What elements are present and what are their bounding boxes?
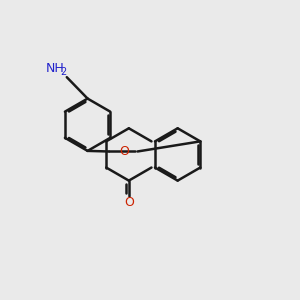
Text: O: O [119, 145, 129, 158]
Text: 2: 2 [61, 68, 67, 77]
Text: NH: NH [46, 62, 65, 75]
Text: O: O [124, 196, 134, 208]
